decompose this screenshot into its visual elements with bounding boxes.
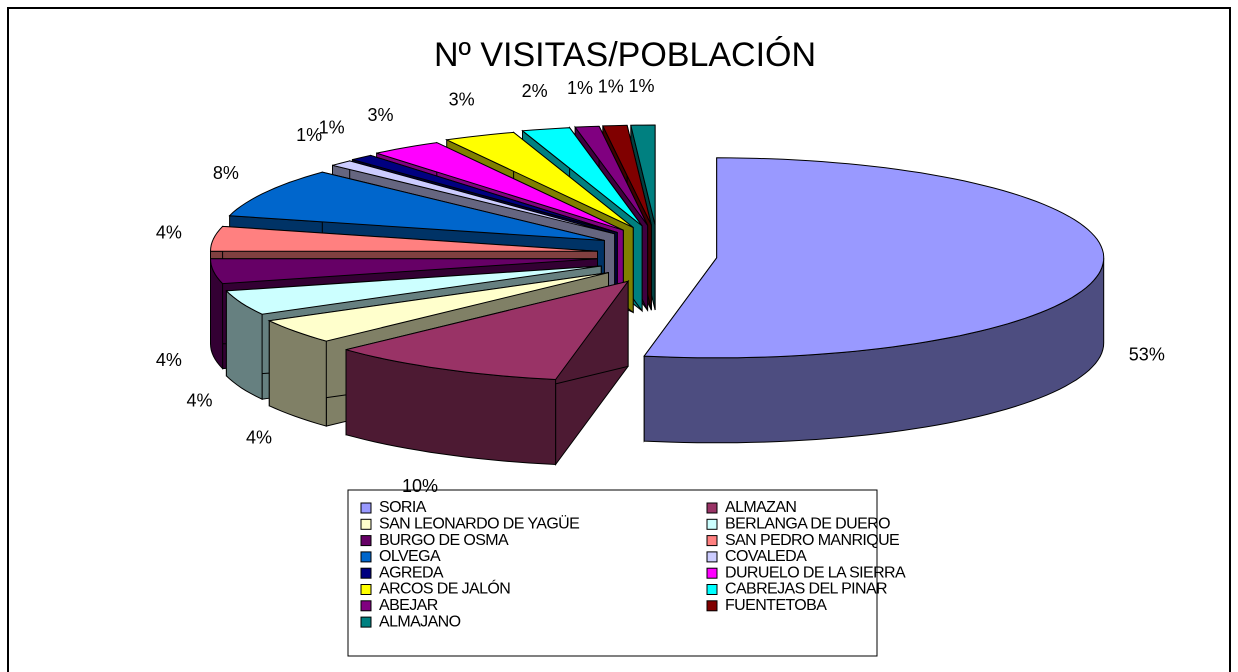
legend-label: BURGO DE OSMA [379, 532, 509, 549]
slice-top [352, 154, 618, 233]
data-label: 2% [522, 81, 548, 101]
legend-label: OLVEGA [379, 548, 441, 565]
data-label: 1% [296, 125, 322, 145]
data-label: 4% [246, 427, 272, 447]
slice [345, 279, 630, 467]
legend-label: ALMAZAN [725, 499, 796, 516]
data-label: 1% [598, 76, 624, 96]
legend-swatch [360, 616, 372, 628]
legend-label: SAN LEONARDO DE YAGÜE [379, 515, 579, 533]
data-label: 53% [1129, 345, 1165, 365]
legend-label: DURUELO DE LA SIERRA [725, 564, 906, 581]
data-label: 1% [567, 78, 593, 98]
slice-top [643, 157, 1105, 359]
data-label: 4% [156, 223, 182, 243]
slice-top [574, 125, 649, 226]
legend-swatch [706, 502, 718, 514]
legend-swatch [706, 567, 718, 579]
legend-label: SORIA [379, 499, 427, 516]
data-label: 10% [402, 476, 438, 496]
slice-top [345, 280, 630, 381]
data-label: 3% [449, 90, 475, 110]
slice-top [267, 272, 609, 342]
legend-box [347, 489, 878, 657]
slice-top [444, 131, 634, 228]
legend-swatch [360, 518, 372, 530]
legend-label: BERLANGA DE DUERO [725, 516, 890, 533]
chart-frame [7, 7, 1231, 672]
chart-title: Nº VISITAS/POBLACIÓN [434, 36, 816, 74]
slice-top [209, 258, 598, 285]
legend-label: COVALEDA [725, 548, 807, 565]
legend-swatch [360, 600, 372, 612]
legend-swatch [360, 567, 372, 579]
legend-label: ABEJAR [379, 597, 438, 614]
data-label: 4% [187, 391, 213, 411]
data-label: 4% [156, 350, 182, 370]
data-label: 3% [367, 105, 393, 125]
legend-label: ALMAJANO [379, 613, 461, 630]
legend-swatch [706, 584, 718, 595]
slice-top [332, 160, 615, 235]
data-label: 1% [319, 118, 345, 138]
data-label: 1% [629, 76, 655, 96]
legend-swatch [360, 502, 372, 514]
slice-top [630, 124, 656, 226]
slice-top [225, 265, 602, 315]
slice [643, 157, 1105, 444]
slice-top [209, 225, 598, 252]
slice-top [228, 171, 605, 241]
slice-top [602, 124, 652, 226]
legend-swatch [360, 584, 372, 595]
legend-swatch [360, 535, 372, 547]
slice-top [521, 127, 643, 227]
legend-swatch [706, 600, 718, 612]
legend-swatch [360, 551, 372, 563]
legend-label: FUENTETOBA [725, 597, 827, 614]
legend-label: ARCOS DE JALÓN [379, 579, 510, 598]
legend-label: AGREDA [379, 564, 444, 581]
data-label: 8% [213, 163, 239, 183]
legend-label: SAN PEDRO MANRIQUE [725, 532, 899, 549]
legend-swatch [706, 551, 718, 563]
legend-label: CABREJAS DEL PINAR [725, 581, 887, 598]
legend-swatch [706, 535, 718, 547]
slice-top [376, 142, 624, 231]
legend-swatch [706, 518, 718, 530]
